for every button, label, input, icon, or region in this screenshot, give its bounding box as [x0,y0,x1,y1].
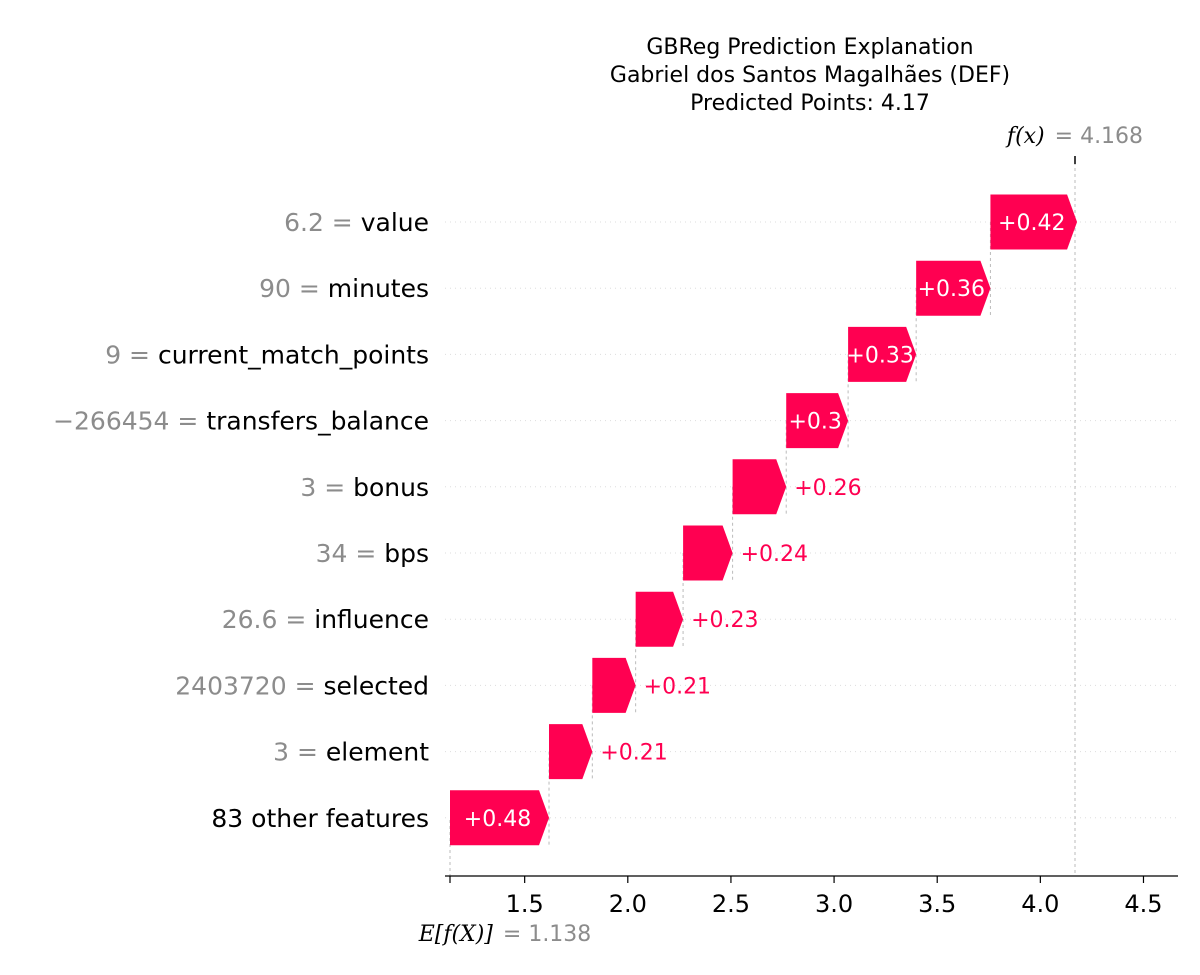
contribution-bar [786,393,849,449]
contribution-bar [990,194,1078,250]
contribution-label: +0.21 [600,741,667,766]
feature-value: 3 = [273,738,326,767]
feature-value: 9 = [105,340,158,369]
contribution-bar [683,525,733,581]
feature-value: 90 = [259,274,328,303]
base-label: E[f(X)] [418,922,494,947]
feature-label: 6.2 = value [284,208,429,237]
x-tick-label: 3.0 [815,890,853,918]
output-label: f(x) [1005,124,1045,149]
output-value-label: f(x) = 4.168 [1005,124,1143,149]
feature-label: 34 = bps [316,539,429,568]
feature-name: bps [384,539,429,568]
x-tick-label: 3.5 [918,890,956,918]
contribution-label: +0.33 [846,343,913,368]
contribution-bar [848,326,917,382]
x-tick-label: 4.0 [1021,890,1059,918]
contribution-label: +0.3 [788,410,841,435]
feature-label: 3 = element [273,738,429,767]
x-tick-label: 1.5 [506,890,544,918]
title-line-1: GBReg Prediction Explanation [646,35,973,60]
feature-name: bonus [353,473,429,502]
feature-name: transfers_balance [206,407,429,436]
contribution-label: +0.42 [998,211,1065,236]
feature-label: 90 = minutes [259,274,429,303]
title-line-2: Gabriel dos Santos Magalhães (DEF) [610,63,1010,88]
x-axis: 1.5 2.0 2.5 3.0 3.5 4.0 4.5 [445,875,1178,918]
feature-value: 2403720 = [175,671,323,700]
feature-label: 9 = current_match_points [105,340,429,369]
contribution-label: +0.26 [794,476,861,501]
feature-value: 34 = [316,539,385,568]
contribution-bar [549,724,593,780]
output-value: = 4.168 [1055,124,1143,149]
contribution-label: +0.48 [464,807,531,832]
feature-name: current_match_points [158,340,429,369]
feature-value: 3 = [300,473,353,502]
contribution-bar [732,459,787,515]
feature-value: 26.6 = [222,605,315,634]
contribution-label: +0.36 [918,277,985,302]
contribution-bar [592,657,636,713]
svg-text:f(x) = 4.168: f(x) = 4.168 [1005,124,1143,149]
chart-title: GBReg Prediction Explanation Gabriel dos… [610,35,1010,116]
x-tick-label: 2.0 [609,890,647,918]
x-tick-label: 2.5 [712,890,750,918]
feature-label: 26.6 = influence [222,605,429,634]
contribution-bar [450,790,550,846]
contribution-label: +0.24 [741,542,808,567]
base-value: = 1.138 [503,922,591,947]
contribution-bar [635,591,684,647]
contribution-bar [916,260,991,316]
svg-text:E[f(X)] = 1.138: E[f(X)] = 1.138 [418,922,592,947]
feature-name: influence [314,605,429,634]
x-tick-label: 4.5 [1124,890,1162,918]
feature-value: −266454 = [53,407,206,436]
feature-name: element [326,738,429,767]
contribution-label: +0.23 [691,608,758,633]
feature-name: 83 other features [211,804,429,833]
feature-label: 83 other features [211,804,429,833]
contribution-bars: +0.42 +0.36 +0.33 +0.3 +0.26 +0.24 +0.23 +0.21 +… [450,194,1078,846]
contribution-label: +0.21 [644,674,711,699]
reference-lines [449,156,1076,876]
feature-label: 3 = bonus [300,473,429,502]
feature-name: value [361,208,429,237]
base-value-label: E[f(X)] = 1.138 [418,922,592,947]
feature-label: −266454 = transfers_balance [53,407,429,436]
title-line-3: Predicted Points: 4.17 [690,91,930,116]
feature-name: minutes [328,274,429,303]
feature-value: 6.2 = [284,208,361,237]
feature-label: 2403720 = selected [175,671,429,700]
feature-name: selected [323,671,429,700]
feature-labels: 6.2 = value 90 = minutes 9 = current_match… [53,208,429,833]
